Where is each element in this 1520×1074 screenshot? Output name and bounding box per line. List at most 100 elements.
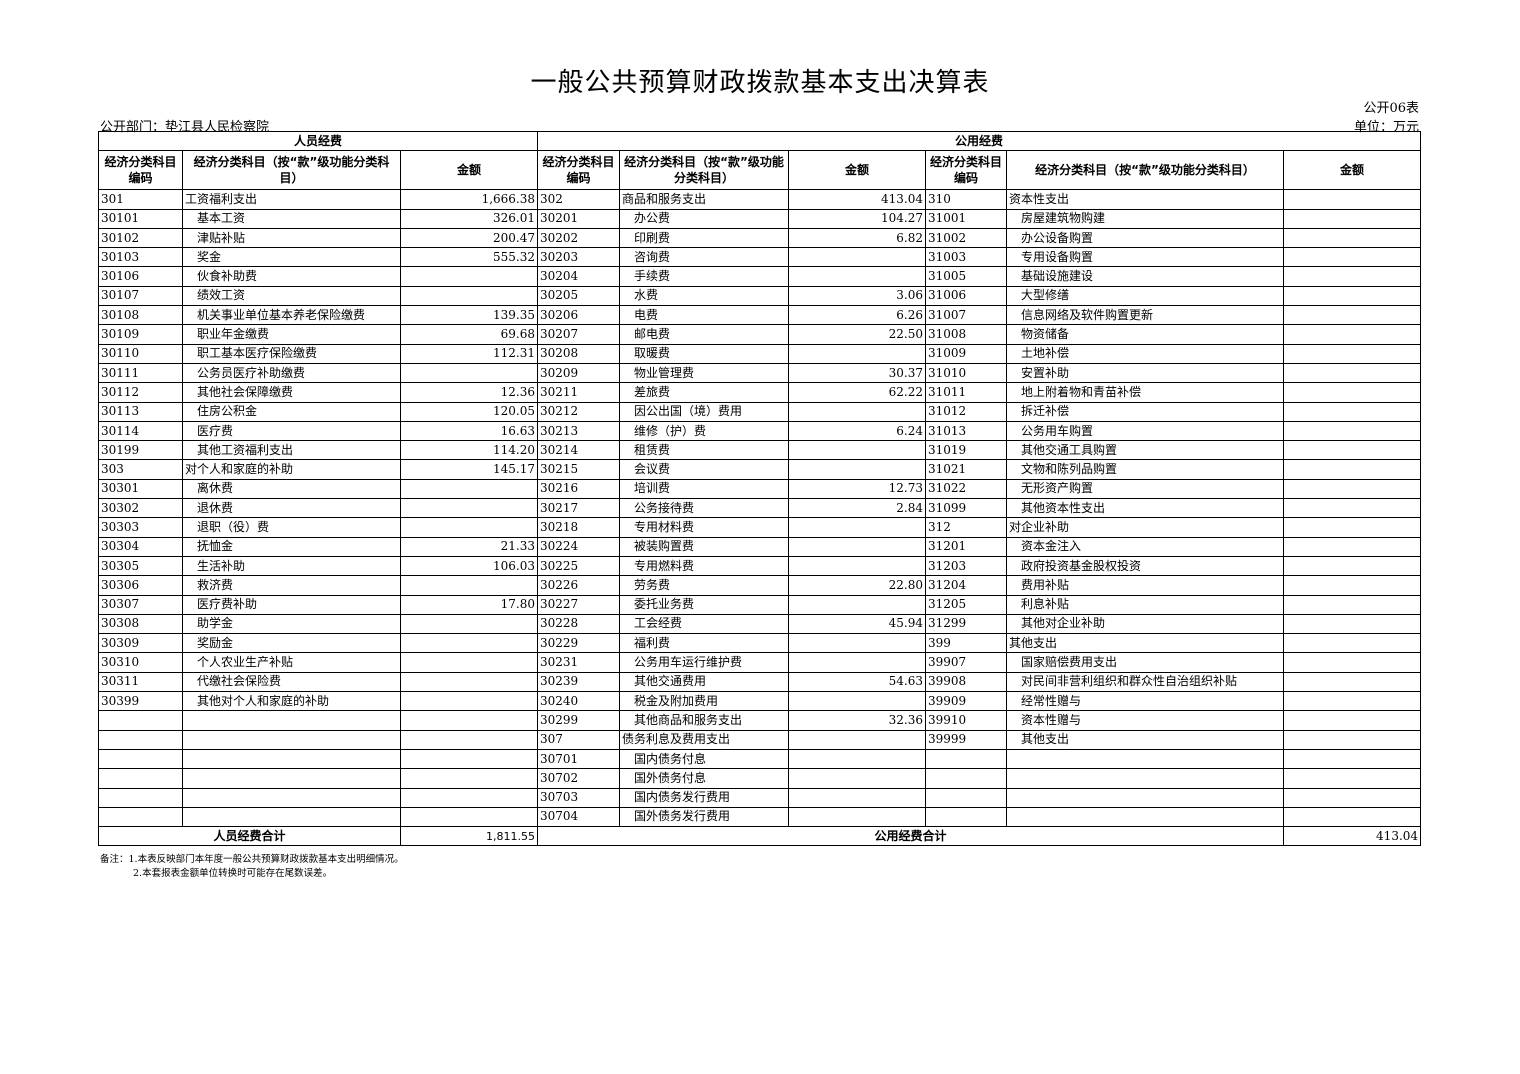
public-right-amount-cell bbox=[1282, 247, 1422, 268]
header-name: 经济分类科目（按“款”级功能分类科目） bbox=[619, 150, 789, 191]
personnel-code-cell: 30114 bbox=[98, 420, 183, 442]
public-mid-amount-cell bbox=[788, 768, 926, 789]
public-right-amount-cell bbox=[1282, 459, 1422, 480]
public-mid-name-cell: 电费 bbox=[619, 305, 789, 326]
public-mid-name-cell: 维修（护）费 bbox=[619, 420, 789, 442]
table-row: 30304 抚恤金 21.33 30224 被装购置费 31201 资本金注入 bbox=[98, 536, 1422, 557]
public-mid-name-cell: 其他商品和服务支出 bbox=[619, 710, 789, 731]
public-mid-amount-cell: 30.37 bbox=[788, 362, 926, 384]
personnel-name-cell: 机关事业单位基本养老保险缴费 bbox=[182, 305, 401, 326]
public-right-name-cell: 办公设备购置 bbox=[1006, 227, 1284, 249]
public-right-code-cell: 310 bbox=[925, 189, 1007, 210]
public-mid-code-cell: 30228 bbox=[537, 613, 620, 635]
public-mid-code-cell: 30701 bbox=[537, 748, 620, 770]
public-right-code-cell: 31006 bbox=[925, 285, 1007, 307]
public-mid-amount-cell bbox=[788, 343, 926, 364]
public-mid-code-cell: 30208 bbox=[537, 343, 620, 364]
public-right-code-cell: 31021 bbox=[925, 459, 1007, 480]
public-right-amount-cell bbox=[1282, 691, 1422, 712]
public-right-name-cell bbox=[1006, 748, 1284, 770]
public-right-name-cell bbox=[1006, 806, 1284, 828]
public-mid-name-cell: 物业管理费 bbox=[619, 362, 789, 384]
note-1: 备注：1.本表反映部门本年度一般公共预算财政拨款基本支出明细情况。 bbox=[100, 854, 404, 865]
public-mid-name-cell: 咨询费 bbox=[619, 247, 789, 268]
public-right-code-cell: 39909 bbox=[925, 691, 1007, 712]
public-mid-code-cell: 307 bbox=[537, 729, 620, 750]
public-mid-amount-cell bbox=[788, 459, 926, 480]
public-right-name-cell: 无形资产购置 bbox=[1006, 478, 1284, 500]
personnel-code-cell: 30306 bbox=[98, 575, 183, 596]
public-mid-amount-cell bbox=[788, 266, 926, 287]
public-right-code-cell: 39907 bbox=[925, 652, 1007, 673]
public-mid-amount-cell bbox=[788, 729, 926, 750]
table-row: 30308 助学金 30228 工会经费 45.94 31299 其他对企业补助 bbox=[98, 613, 1422, 635]
personnel-name-cell: 对个人和家庭的补助 bbox=[182, 459, 401, 480]
personnel-amount-cell: 200.47 bbox=[400, 227, 538, 249]
public-mid-amount-cell: 3.06 bbox=[788, 285, 926, 307]
public-mid-code-cell: 30213 bbox=[537, 420, 620, 442]
public-right-amount-cell bbox=[1282, 362, 1422, 384]
public-right-amount-cell bbox=[1282, 787, 1422, 808]
public-right-code-cell: 31009 bbox=[925, 343, 1007, 364]
public-mid-amount-cell: 104.27 bbox=[788, 208, 926, 229]
public-right-amount-cell bbox=[1282, 652, 1422, 673]
personnel-name-cell: 住房公积金 bbox=[182, 401, 401, 422]
table-row: 30702 国外债务付息 bbox=[98, 768, 1422, 789]
table-row: 30101 基本工资 326.01 30201 办公费 104.27 31001 房屋建筑物购… bbox=[98, 208, 1422, 229]
personnel-code-cell: 30109 bbox=[98, 324, 183, 345]
public-mid-name-cell: 专用燃料费 bbox=[619, 555, 789, 577]
public-mid-amount-cell: 32.36 bbox=[788, 710, 926, 731]
table-row: 30307 医疗费补助 17.80 30227 委托业务费 31205 利息补贴 bbox=[98, 594, 1422, 615]
public-right-name-cell: 利息补贴 bbox=[1006, 594, 1284, 615]
public-mid-name-cell: 租赁费 bbox=[619, 440, 789, 461]
header-amount: 金额 bbox=[1282, 150, 1422, 191]
public-right-amount-cell bbox=[1282, 420, 1422, 442]
table-tag: 公开06表 bbox=[1363, 101, 1419, 116]
personnel-amount-cell: 114.20 bbox=[400, 440, 538, 461]
table-row: 30109 职业年金缴费 69.68 30207 邮电费 22.50 31008 物资储备 bbox=[98, 324, 1422, 345]
public-right-amount-cell bbox=[1282, 633, 1422, 654]
public-right-code-cell: 31205 bbox=[925, 594, 1007, 615]
public-right-amount-cell bbox=[1282, 208, 1422, 229]
public-total-label: 公用经费合计 bbox=[537, 826, 1284, 847]
personnel-amount-cell: 16.63 bbox=[400, 420, 538, 442]
public-mid-code-cell: 30216 bbox=[537, 478, 620, 500]
personnel-amount-cell bbox=[400, 748, 538, 770]
personnel-name-cell: 其他对个人和家庭的补助 bbox=[182, 691, 401, 712]
personnel-code-cell: 30309 bbox=[98, 633, 183, 654]
personnel-amount-cell bbox=[400, 517, 538, 538]
public-right-code-cell: 31003 bbox=[925, 247, 1007, 268]
public-right-amount-cell bbox=[1282, 478, 1422, 500]
public-right-amount-cell bbox=[1282, 266, 1422, 287]
public-mid-code-cell: 30225 bbox=[537, 555, 620, 577]
personnel-amount-cell bbox=[400, 633, 538, 654]
public-mid-amount-cell bbox=[788, 594, 926, 615]
personnel-name-cell: 抚恤金 bbox=[182, 536, 401, 557]
public-right-name-cell: 国家赔偿费用支出 bbox=[1006, 652, 1284, 673]
personnel-name-cell: 工资福利支出 bbox=[182, 189, 401, 210]
table-row: 30306 救济费 30226 劳务费 22.80 31204 费用补贴 bbox=[98, 575, 1422, 596]
public-right-code-cell: 39908 bbox=[925, 671, 1007, 693]
personnel-name-cell: 绩效工资 bbox=[182, 285, 401, 307]
totals-row: 人员经费合计 1,811.55 公用经费合计 413.04 bbox=[98, 826, 1422, 847]
public-mid-code-cell: 30224 bbox=[537, 536, 620, 557]
personnel-code-cell: 30304 bbox=[98, 536, 183, 557]
public-right-code-cell: 39999 bbox=[925, 729, 1007, 750]
public-right-amount-cell bbox=[1282, 671, 1422, 693]
public-mid-name-cell: 培训费 bbox=[619, 478, 789, 500]
personnel-name-cell: 离休费 bbox=[182, 478, 401, 500]
public-right-code-cell: 31001 bbox=[925, 208, 1007, 229]
public-mid-amount-cell bbox=[788, 401, 926, 422]
public-right-code-cell: 31201 bbox=[925, 536, 1007, 557]
header-code: 经济分类科目编码 bbox=[925, 150, 1007, 191]
public-right-name-cell: 对企业补助 bbox=[1006, 517, 1284, 538]
public-right-amount-cell bbox=[1282, 324, 1422, 345]
personnel-name-cell: 奖金 bbox=[182, 247, 401, 268]
personnel-code-cell bbox=[98, 787, 183, 808]
public-right-amount-cell bbox=[1282, 748, 1422, 770]
public-right-code-cell: 31011 bbox=[925, 382, 1007, 403]
public-right-code-cell: 31299 bbox=[925, 613, 1007, 635]
public-mid-code-cell: 30207 bbox=[537, 324, 620, 345]
public-right-name-cell: 基础设施建设 bbox=[1006, 266, 1284, 287]
public-right-amount-cell bbox=[1282, 555, 1422, 577]
